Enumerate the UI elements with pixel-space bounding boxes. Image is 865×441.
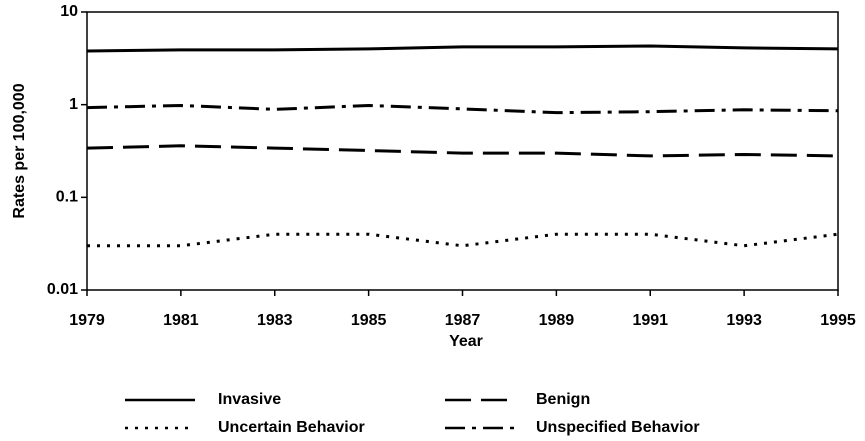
legend-label: Invasive bbox=[218, 391, 281, 408]
series-line bbox=[86, 103, 839, 115]
y-tick-label: 1 bbox=[69, 96, 78, 113]
x-tick-label: 1989 bbox=[539, 312, 575, 329]
x-axis-label: Year bbox=[449, 333, 483, 350]
x-tick-label: 1995 bbox=[820, 312, 856, 329]
series-line bbox=[86, 44, 839, 53]
x-tick-label: 1979 bbox=[69, 312, 105, 329]
y-tick-label: 10 bbox=[60, 3, 78, 20]
y-tick-label: 0.01 bbox=[47, 281, 78, 298]
x-tick-label: 1991 bbox=[632, 312, 668, 329]
x-tick-label: 1985 bbox=[351, 312, 387, 329]
y-tick-label: 0.1 bbox=[56, 189, 78, 206]
x-tick-label: 1993 bbox=[726, 312, 762, 329]
legend-label: Uncertain Behavior bbox=[218, 419, 365, 436]
x-tick-label: 1981 bbox=[163, 312, 199, 329]
series-line bbox=[86, 144, 839, 158]
legend-label: Benign bbox=[536, 391, 590, 408]
x-tick-label: 1987 bbox=[445, 312, 481, 329]
x-tick-label: 1983 bbox=[257, 312, 293, 329]
series-line bbox=[87, 232, 839, 248]
plot-frame bbox=[86, 11, 839, 291]
legend-label: Unspecified Behavior bbox=[536, 419, 700, 436]
y-axis-label: Rates per 100,000 bbox=[11, 83, 28, 218]
